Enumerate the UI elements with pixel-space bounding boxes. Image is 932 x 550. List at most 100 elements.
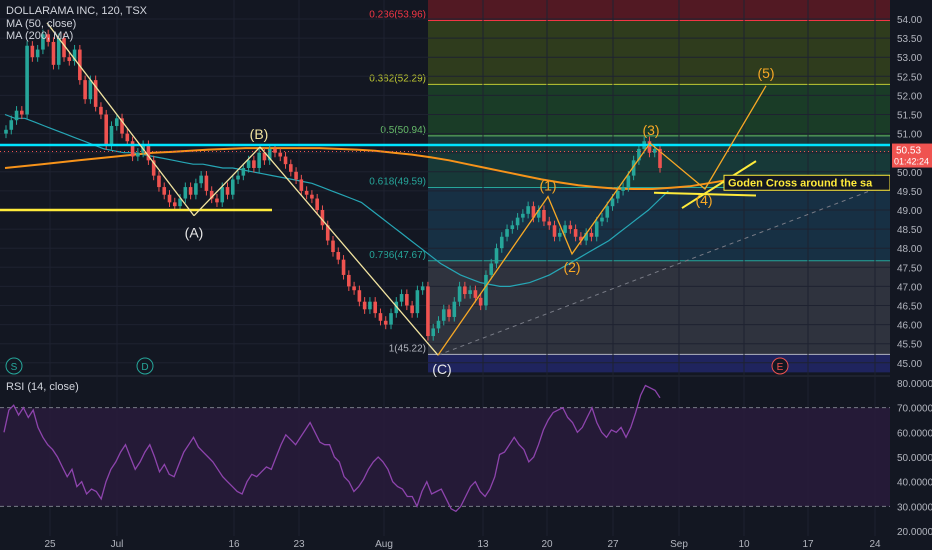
symbol-title[interactable]: DOLLARAMA INC, 120, TSX bbox=[6, 5, 148, 17]
candle-body[interactable] bbox=[389, 313, 393, 325]
candle-body[interactable] bbox=[278, 152, 283, 157]
candle-body[interactable] bbox=[241, 167, 246, 176]
candle-body[interactable] bbox=[157, 175, 161, 188]
candle-body[interactable] bbox=[341, 259, 346, 275]
ma200-legend[interactable]: MA (200, MA) bbox=[6, 30, 74, 42]
candle-body[interactable] bbox=[325, 225, 330, 241]
candle-body[interactable] bbox=[304, 190, 309, 195]
candle-body[interactable] bbox=[605, 206, 610, 218]
candle-body[interactable] bbox=[420, 286, 425, 291]
candle-body[interactable] bbox=[183, 187, 188, 199]
candle-body[interactable] bbox=[637, 148, 641, 161]
event-marker[interactable] bbox=[5, 357, 23, 375]
candle-body[interactable] bbox=[125, 133, 130, 142]
candle-body[interactable] bbox=[99, 106, 103, 115]
candle-body[interactable] bbox=[62, 38, 66, 58]
abc-leg[interactable] bbox=[193, 146, 261, 217]
candle-body[interactable] bbox=[489, 263, 494, 275]
candle-body[interactable] bbox=[114, 118, 119, 126]
candle-body[interactable] bbox=[573, 229, 578, 237]
candle-body[interactable] bbox=[252, 160, 256, 168]
candle-body[interactable] bbox=[383, 320, 388, 325]
candle-body[interactable] bbox=[557, 232, 562, 237]
candle-body[interactable] bbox=[399, 294, 404, 302]
candle-body[interactable] bbox=[510, 225, 515, 230]
cross-line[interactable] bbox=[681, 160, 757, 209]
ma50-line[interactable] bbox=[4, 113, 669, 287]
impulse-wave[interactable] bbox=[437, 85, 767, 356]
candle-body[interactable] bbox=[447, 309, 451, 317]
candle-body[interactable] bbox=[426, 286, 430, 337]
candle-body[interactable] bbox=[579, 236, 583, 241]
candle-body[interactable] bbox=[362, 301, 367, 310]
candle-body[interactable] bbox=[215, 198, 219, 203]
candle-body[interactable] bbox=[600, 217, 604, 222]
candle-body[interactable] bbox=[610, 198, 615, 207]
candle-body[interactable] bbox=[547, 221, 552, 226]
candle-body[interactable] bbox=[136, 152, 140, 157]
candle-body[interactable] bbox=[120, 118, 124, 134]
candle-body[interactable] bbox=[542, 210, 546, 222]
candle-body[interactable] bbox=[188, 187, 193, 195]
candle-body[interactable] bbox=[88, 80, 93, 100]
candle-body[interactable] bbox=[83, 80, 87, 100]
candle-body[interactable] bbox=[658, 148, 662, 168]
candle-body[interactable] bbox=[199, 175, 203, 184]
candle-body[interactable] bbox=[35, 49, 40, 58]
candle-body[interactable] bbox=[41, 34, 45, 50]
candle-body[interactable] bbox=[109, 125, 114, 146]
candle-body[interactable] bbox=[352, 286, 356, 291]
candle-body[interactable] bbox=[478, 297, 483, 306]
candle-body[interactable] bbox=[405, 294, 409, 306]
candle-body[interactable] bbox=[14, 110, 19, 121]
candle-body[interactable] bbox=[299, 179, 304, 191]
candle-body[interactable] bbox=[494, 248, 499, 264]
candle-body[interactable] bbox=[357, 290, 362, 302]
candle-body[interactable] bbox=[204, 175, 209, 191]
candle-body[interactable] bbox=[56, 38, 61, 65]
candle-body[interactable] bbox=[220, 187, 225, 203]
trend-line-dashed[interactable] bbox=[437, 182, 891, 356]
candle-body[interactable] bbox=[441, 309, 446, 321]
candle-body[interactable] bbox=[67, 57, 72, 62]
event-marker[interactable] bbox=[136, 357, 154, 375]
candle-body[interactable] bbox=[257, 152, 261, 168]
candle-body[interactable] bbox=[505, 229, 509, 237]
event-marker[interactable] bbox=[771, 357, 789, 375]
candle-body[interactable] bbox=[463, 286, 467, 295]
candle-body[interactable] bbox=[594, 221, 599, 237]
candle-body[interactable] bbox=[262, 152, 267, 161]
candle-body[interactable] bbox=[616, 190, 620, 199]
candle-body[interactable] bbox=[431, 328, 436, 337]
candle-body[interactable] bbox=[347, 274, 351, 287]
candle-body[interactable] bbox=[20, 110, 24, 115]
candle-body[interactable] bbox=[552, 225, 557, 237]
candle-body[interactable] bbox=[162, 187, 167, 195]
candle-body[interactable] bbox=[563, 225, 567, 233]
candle-body[interactable] bbox=[178, 198, 182, 207]
candle-body[interactable] bbox=[46, 34, 50, 42]
candle-body[interactable] bbox=[4, 129, 8, 134]
candle-body[interactable] bbox=[394, 301, 399, 314]
candle-body[interactable] bbox=[194, 183, 198, 195]
candle-body[interactable] bbox=[536, 210, 541, 218]
candle-body[interactable] bbox=[452, 301, 457, 317]
candle-body[interactable] bbox=[521, 213, 525, 218]
candle-body[interactable] bbox=[104, 114, 109, 146]
candle-body[interactable] bbox=[320, 210, 325, 226]
candle-body[interactable] bbox=[584, 232, 588, 241]
candle-body[interactable] bbox=[315, 198, 319, 210]
candle-body[interactable] bbox=[499, 236, 504, 249]
candle-body[interactable] bbox=[294, 171, 298, 180]
candle-body[interactable] bbox=[167, 194, 172, 203]
ma200-line[interactable] bbox=[4, 147, 727, 190]
candle-body[interactable] bbox=[568, 225, 573, 230]
candle-body[interactable] bbox=[9, 120, 14, 130]
candle-body[interactable] bbox=[289, 164, 293, 172]
candle-body[interactable] bbox=[72, 49, 77, 62]
candle-body[interactable] bbox=[209, 190, 214, 199]
candle-body[interactable] bbox=[93, 80, 98, 107]
candle-body[interactable] bbox=[652, 148, 657, 153]
candle-body[interactable] bbox=[631, 160, 636, 176]
candle-body[interactable] bbox=[273, 148, 277, 153]
